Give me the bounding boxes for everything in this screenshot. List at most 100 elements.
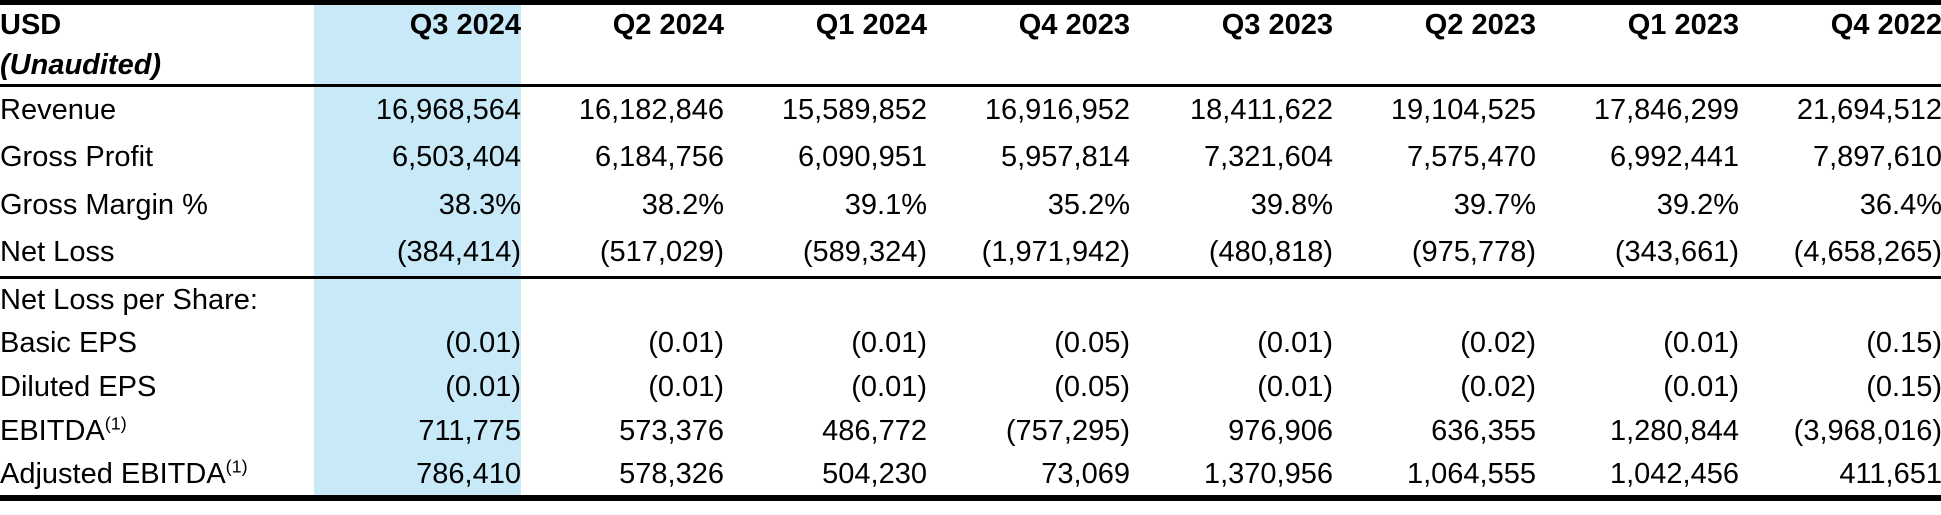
row-label: Revenue (0, 93, 117, 126)
cell-value: 1,280,844 (1609, 415, 1739, 447)
row-label: Gross Margin % (0, 189, 208, 221)
cell-value: (0.01) (1257, 327, 1333, 359)
cell-value: (0.01) (851, 327, 927, 359)
cell-value: (0.01) (1257, 371, 1333, 403)
cell-value: 6,184,756 (594, 141, 724, 173)
cell-value: 5,957,814 (1000, 141, 1130, 173)
cell-value: 36.4% (1859, 189, 1941, 221)
cell-value: (0.01) (314, 321, 521, 366)
table-title: USD (0, 9, 62, 42)
table-header-row: USD Q3 2024 Q2 2024 Q1 2024 Q4 2023 Q3 2… (0, 2, 1941, 47)
cell-value (314, 277, 521, 322)
highlight-cell-empty (314, 46, 521, 86)
cell-value: 15,589,852 (781, 93, 927, 126)
cell-value: 38.3% (314, 181, 521, 230)
cell-value: (480,818) (1208, 236, 1333, 269)
cell-value: (589,324) (802, 236, 927, 269)
cell-value (1536, 278, 1739, 322)
table-row-net-loss: Net Loss (384,414) (517,029) (589,324) (… (0, 229, 1941, 278)
table-row-basic-eps: Basic EPS (0.01) (0.01) (0.01) (0.05) (0… (0, 321, 1941, 366)
cell-value: 16,182,846 (578, 93, 724, 126)
cell-value: 711,775 (314, 409, 521, 454)
cell-value: (384,414) (314, 229, 521, 278)
cell-value (724, 278, 927, 322)
cell-value: 1,064,555 (1406, 457, 1536, 490)
cell-value: (4,658,265) (1793, 236, 1941, 269)
column-header-q1-2023: Q1 2023 (1627, 9, 1739, 42)
cell-value: 1,042,456 (1609, 457, 1739, 490)
cell-value: 6,090,951 (797, 141, 927, 173)
cell-value: 573,376 (619, 415, 724, 447)
cell-value: 786,410 (314, 453, 521, 498)
cell-value: (757,295) (1005, 415, 1130, 447)
cell-value: (0.02) (1460, 327, 1536, 359)
cell-value: (0.05) (1054, 327, 1130, 359)
table-row-diluted-eps: Diluted EPS (0.01) (0.01) (0.01) (0.05) … (0, 365, 1941, 410)
cell-value: 486,772 (822, 415, 927, 447)
row-label: Diluted EPS (0, 371, 157, 403)
cell-value: (0.15) (1866, 371, 1941, 403)
footnote-ref: (1) (225, 455, 248, 476)
cell-value: 21,694,512 (1796, 93, 1941, 126)
table-row-ebitda: EBITDA(1) 711,775 573,376 486,772 (757,2… (0, 409, 1941, 454)
cell-value: 7,575,470 (1406, 141, 1536, 173)
cell-value: (343,661) (1614, 236, 1739, 269)
footnote-ref: (1) (104, 413, 127, 434)
cell-value: 411,651 (1839, 457, 1941, 490)
cell-value: (1,971,942) (981, 236, 1130, 269)
cell-value: (0.05) (1054, 371, 1130, 403)
cell-value: (0.01) (648, 327, 724, 359)
table-row-gross-profit: Gross Profit 6,503,404 6,184,756 6,090,9… (0, 133, 1941, 182)
cell-value: 7,897,610 (1812, 141, 1941, 173)
financial-table: USD Q3 2024 Q2 2024 Q1 2024 Q4 2023 Q3 2… (0, 0, 1941, 501)
cell-value: (0.01) (851, 371, 927, 403)
cell-value: 73,069 (1041, 457, 1130, 490)
cell-value: 19,104,525 (1390, 93, 1536, 126)
row-label: Basic EPS (0, 327, 137, 359)
cell-value: (517,029) (599, 236, 724, 269)
cell-value: (0.01) (648, 371, 724, 403)
table-row-net-loss-per-share-section: Net Loss per Share: (0, 277, 1941, 322)
table-row-gross-margin: Gross Margin % 38.3% 38.2% 39.1% 35.2% 3… (0, 181, 1941, 230)
cell-value: 578,326 (619, 457, 724, 490)
section-label: Net Loss per Share: (0, 283, 258, 316)
cell-value: 39.2% (1656, 189, 1739, 221)
cell-value: 16,916,952 (984, 93, 1130, 126)
table-subtitle-row: (Unaudited) (0, 46, 1941, 86)
cell-value (1130, 278, 1333, 322)
table-row-adjusted-ebitda: Adjusted EBITDA(1) 786,410 578,326 504,2… (0, 453, 1941, 498)
cell-value: 7,321,604 (1203, 141, 1333, 173)
cell-value: (3,968,016) (1793, 415, 1941, 447)
cell-value: 16,968,564 (314, 85, 521, 134)
cell-value: 636,355 (1431, 415, 1536, 447)
row-label: Adjusted EBITDA(1) (0, 455, 248, 490)
column-header-q4-2022: Q4 2022 (1830, 9, 1941, 42)
column-header-q1-2024: Q1 2024 (815, 9, 927, 42)
cell-value: 39.1% (844, 189, 927, 221)
cell-value (1739, 278, 1941, 322)
column-header-q2-2023: Q2 2023 (1424, 9, 1536, 42)
cell-value: 18,411,622 (1190, 93, 1333, 126)
cell-value: 17,846,299 (1593, 93, 1739, 126)
column-header-q3-2023: Q3 2023 (1221, 9, 1333, 42)
cell-value: (0.15) (1866, 327, 1941, 359)
cell-value (927, 278, 1130, 322)
column-header-q4-2023: Q4 2023 (1018, 9, 1130, 42)
cell-value (521, 278, 724, 322)
cell-value: 504,230 (822, 457, 927, 490)
cell-value: (0.01) (1663, 371, 1739, 403)
cell-value: (0.02) (1460, 371, 1536, 403)
cell-value: (0.01) (314, 365, 521, 410)
cell-value: 35.2% (1047, 189, 1130, 221)
row-label: EBITDA(1) (0, 413, 127, 447)
cell-value: 38.2% (641, 189, 724, 221)
row-label: Gross Profit (0, 141, 154, 173)
cell-value: 6,992,441 (1609, 141, 1739, 173)
cell-value: (975,778) (1411, 236, 1536, 269)
table-subtitle: (Unaudited) (0, 48, 162, 81)
cell-value: 1,370,956 (1203, 457, 1333, 490)
cell-value (1333, 278, 1536, 322)
cell-value: (0.01) (1663, 327, 1739, 359)
cell-value: 39.7% (1453, 189, 1536, 221)
